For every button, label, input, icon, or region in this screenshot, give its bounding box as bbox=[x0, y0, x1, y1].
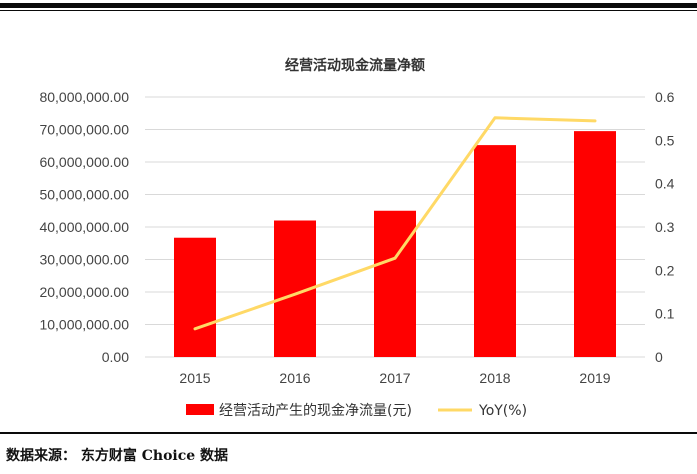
left-axis-tick-label: 80,000,000.00 bbox=[39, 89, 129, 105]
left-axis-tick-label: 0.00 bbox=[102, 349, 129, 365]
right-axis-tick-label: 0.2 bbox=[655, 262, 675, 278]
bar-series bbox=[174, 131, 616, 357]
top-rule bbox=[0, 3, 697, 8]
x-axis-tick-label: 2016 bbox=[279, 370, 310, 386]
bar bbox=[374, 210, 416, 357]
left-axis-tick-label: 50,000,000.00 bbox=[39, 187, 129, 203]
right-axis-tick-label: 0.5 bbox=[655, 132, 675, 148]
legend-swatch-bar bbox=[186, 404, 214, 415]
right-axis-ticks: 0 0.1 0.2 0.3 0.4 0.5 0.6 bbox=[655, 89, 675, 365]
x-axis-ticks: 2015 2016 2017 2018 2019 bbox=[179, 370, 610, 386]
bar bbox=[574, 131, 616, 357]
right-axis-tick-label: 0.4 bbox=[655, 176, 675, 192]
legend-label-bar: 经营活动产生的现金净流量(元) bbox=[219, 403, 412, 419]
left-axis-ticks: 0.00 10,000,000.00 20,000,000.00 30,000,000… bbox=[39, 89, 129, 365]
yoy-line bbox=[193, 116, 597, 331]
chart: 经营活动现金流量净额 0.00 10,000,000.00 20,000,000.0… bbox=[39, 57, 675, 419]
line-series bbox=[193, 116, 597, 331]
left-axis-tick-label: 20,000,000.00 bbox=[39, 284, 129, 300]
bottom-rule bbox=[0, 432, 697, 434]
right-axis-tick-label: 0.1 bbox=[655, 306, 675, 322]
source-note: 数据来源： 东方财富 Choice 数据 bbox=[6, 448, 229, 464]
x-axis-tick-label: 2019 bbox=[579, 370, 610, 386]
left-axis-tick-label: 30,000,000.00 bbox=[39, 252, 129, 268]
x-axis-tick-label: 2017 bbox=[379, 370, 410, 386]
x-axis-tick-label: 2018 bbox=[479, 370, 510, 386]
left-axis-tick-label: 40,000,000.00 bbox=[39, 219, 129, 235]
right-axis-tick-label: 0 bbox=[655, 349, 663, 365]
right-axis-tick-label: 0.3 bbox=[655, 219, 675, 235]
bar bbox=[474, 145, 516, 357]
chart-title: 经营活动现金流量净额 bbox=[285, 57, 425, 74]
left-axis-tick-label: 70,000,000.00 bbox=[39, 122, 129, 138]
left-axis-tick-label: 60,000,000.00 bbox=[39, 154, 129, 170]
right-axis-tick-label: 0.6 bbox=[655, 89, 675, 105]
legend-label-line: YoY(%) bbox=[478, 403, 527, 419]
legend: 经营活动产生的现金净流量(元) YoY(%) bbox=[186, 403, 527, 419]
bar bbox=[174, 237, 216, 357]
top-rule-thin bbox=[0, 10, 697, 11]
x-axis-tick-label: 2015 bbox=[179, 370, 210, 386]
left-axis-tick-label: 10,000,000.00 bbox=[39, 317, 129, 333]
